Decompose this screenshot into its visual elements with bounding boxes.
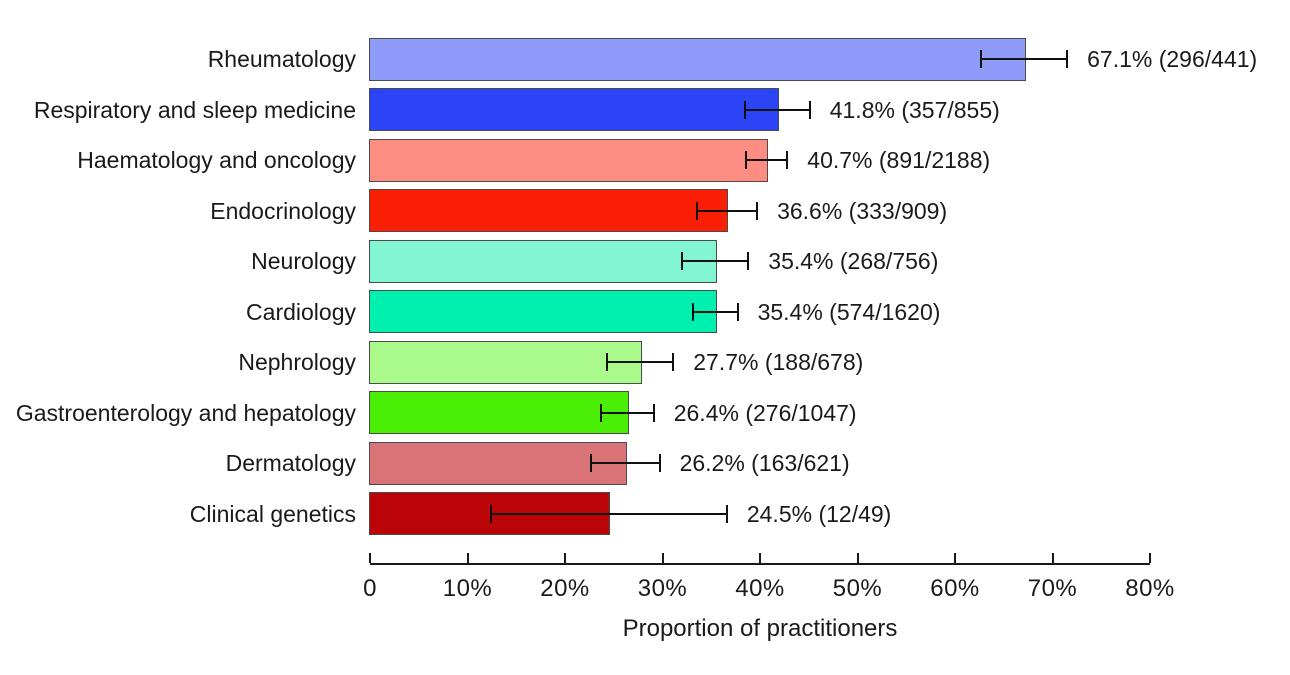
error-bar-cap-low bbox=[600, 403, 603, 422]
value-label: 40.7% (891/2188) bbox=[807, 147, 991, 173]
error-bar-line bbox=[746, 159, 788, 161]
error-bar-cap-high bbox=[725, 504, 728, 523]
x-axis-tick-label: 30% bbox=[637, 575, 688, 602]
category-label: Endocrinology bbox=[210, 197, 356, 224]
error-bar-cap-high bbox=[658, 454, 661, 472]
value-label: 24.5% (12/49) bbox=[746, 500, 892, 527]
x-axis-tick-label: 80% bbox=[1125, 575, 1175, 602]
bar-haematology-and-oncology bbox=[368, 138, 769, 182]
x-axis-tick bbox=[954, 553, 956, 563]
category-label: Cardiology bbox=[246, 298, 356, 325]
bar-cardiology bbox=[368, 290, 717, 333]
error-bar-cap-high bbox=[652, 403, 655, 422]
x-axis-tick-label: 0 bbox=[363, 575, 377, 602]
bar-dermatology bbox=[368, 441, 627, 485]
error-bar-cap-high bbox=[808, 100, 811, 119]
error-bar-cap-low bbox=[691, 302, 694, 321]
x-axis-tick-label: 70% bbox=[1027, 575, 1078, 602]
error-bar-cap-high bbox=[736, 302, 739, 321]
x-axis-tick bbox=[856, 553, 859, 563]
x-axis-tick bbox=[369, 553, 371, 563]
category-label: Neurology bbox=[251, 248, 356, 274]
value-label: 36.6% (333/909) bbox=[777, 197, 948, 224]
error-bar-line bbox=[696, 209, 758, 212]
category-label: Gastroenterology and hepatology bbox=[15, 399, 356, 426]
error-bar-cap-low bbox=[605, 353, 608, 371]
category-label: Rheumatology bbox=[207, 46, 356, 72]
error-bar-cap-high bbox=[756, 201, 759, 220]
error-bar-cap-high bbox=[747, 252, 750, 270]
value-label: 41.8% (357/855) bbox=[829, 96, 1000, 123]
error-bar-cap-high bbox=[1066, 50, 1069, 68]
error-bar-cap-low bbox=[744, 100, 747, 119]
x-axis-tick bbox=[661, 553, 664, 563]
category-label: Nephrology bbox=[238, 349, 356, 375]
category-label: Clinical genetics bbox=[189, 500, 356, 527]
error-bar-cap-low bbox=[745, 151, 748, 169]
error-bar-line bbox=[981, 58, 1068, 60]
error-bar-line bbox=[490, 512, 727, 515]
bar-rheumatology bbox=[368, 37, 1026, 81]
bar-endocrinology bbox=[368, 189, 729, 232]
x-axis-tick-label: 20% bbox=[540, 575, 590, 602]
x-axis-tick bbox=[1051, 553, 1054, 563]
x-axis-tick-label: 40% bbox=[735, 575, 785, 602]
x-axis-tick bbox=[564, 553, 566, 563]
bar-gastroenterology-and-hepatology bbox=[368, 391, 629, 434]
value-label: 26.2% (163/621) bbox=[679, 450, 850, 476]
error-bar-cap-low bbox=[980, 50, 983, 68]
value-label: 67.1% (296/441) bbox=[1087, 46, 1258, 72]
error-bar-cap-high bbox=[672, 353, 675, 371]
error-bar-line bbox=[692, 310, 738, 313]
error-bar-cap-high bbox=[786, 151, 789, 169]
error-bar-line bbox=[682, 260, 749, 262]
bar-nephrology bbox=[368, 340, 642, 384]
error-bar-cap-low bbox=[590, 454, 593, 472]
error-bar-cap-low bbox=[489, 504, 492, 523]
x-axis-tick-label: 10% bbox=[442, 575, 493, 602]
error-bar-line bbox=[745, 108, 810, 111]
bar-neurology bbox=[368, 239, 717, 283]
error-bar-line bbox=[606, 361, 674, 363]
x-axis-tick bbox=[759, 553, 761, 563]
value-label: 26.4% (276/1047) bbox=[673, 399, 857, 426]
x-axis-tick-label: 50% bbox=[832, 575, 883, 602]
category-label: Respiratory and sleep medicine bbox=[33, 96, 356, 123]
error-bar-cap-low bbox=[681, 252, 683, 270]
value-label: 35.4% (574/1620) bbox=[757, 298, 941, 325]
value-label: 35.4% (268/756) bbox=[768, 248, 939, 274]
x-axis-title: Proportion of practitioners bbox=[622, 615, 898, 642]
x-axis-line bbox=[370, 563, 1150, 565]
x-axis-tick bbox=[1149, 553, 1151, 563]
x-axis-tick-label: 60% bbox=[930, 575, 980, 602]
error-bar-line bbox=[601, 411, 654, 414]
category-label: Dermatology bbox=[225, 450, 356, 476]
bar-respiratory-and-sleep-medicine bbox=[368, 88, 780, 131]
error-bar-cap-low bbox=[695, 201, 698, 220]
category-label: Haematology and oncology bbox=[77, 147, 356, 173]
value-label: 27.7% (188/678) bbox=[693, 349, 864, 375]
error-bar-line bbox=[591, 462, 660, 464]
x-axis-tick bbox=[466, 553, 469, 563]
